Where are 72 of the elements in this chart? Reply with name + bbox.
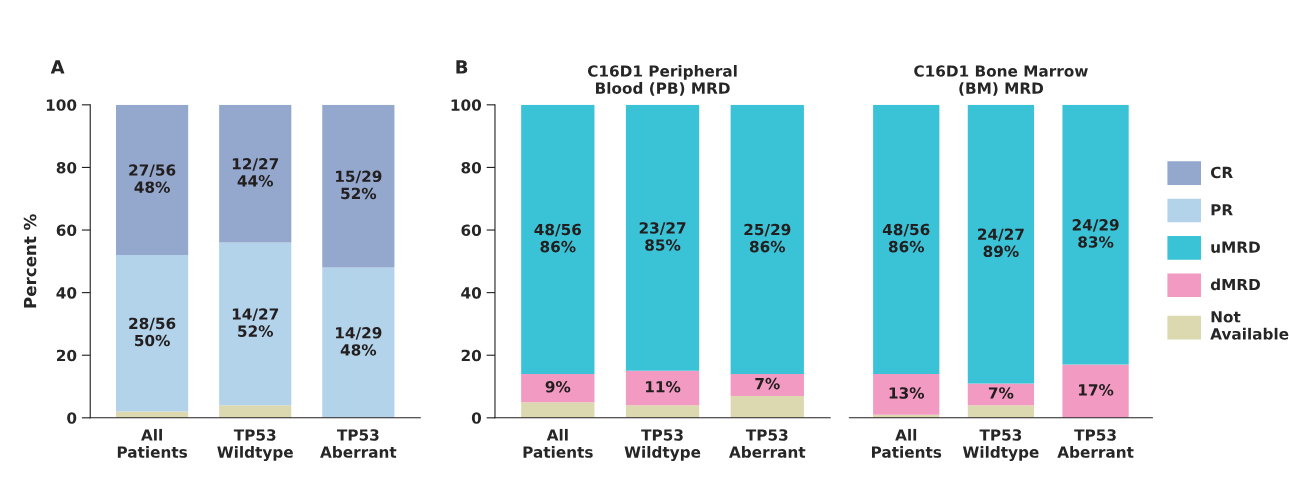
- text: B: [456, 60, 468, 74]
- x-tick-label: TP53 Aberrant: [729, 429, 806, 458]
- bar: [730, 374, 804, 396]
- y-tick-label: 20: [461, 349, 482, 362]
- chart-title: C16D1 Bone Marrow (BM) MRD: [914, 65, 1088, 96]
- data-label: 24/29 83%: [1072, 219, 1119, 248]
- data-label: 17%: [1079, 384, 1114, 396]
- bar: [873, 374, 940, 415]
- chart-title: A: [50, 60, 65, 74]
- legend-label: PR: [1211, 204, 1233, 216]
- data-label: 14/29 48%: [336, 327, 382, 356]
- bar: [967, 405, 1035, 418]
- y-tick-label: 60: [56, 224, 77, 237]
- data-label: 7%: [988, 387, 1014, 399]
- bar: [219, 242, 292, 406]
- bar: [730, 104, 804, 374]
- legend-label: Not Available: [1210, 311, 1289, 340]
- y-tick-label: 100: [46, 99, 77, 111]
- data-label: 11%: [645, 380, 681, 393]
- data-label: 27/56 48%: [129, 164, 176, 193]
- bar: [322, 267, 395, 418]
- bar: [116, 255, 189, 412]
- y-tick-label: 80: [56, 161, 77, 174]
- bar: [967, 383, 1035, 406]
- x-tick-label: TP53 Aberrant: [320, 429, 397, 458]
- y-axis-title: Percent %: [23, 214, 37, 308]
- bar: [521, 402, 595, 418]
- bar: [521, 104, 595, 374]
- bar: [1062, 364, 1129, 418]
- bar: [1062, 104, 1129, 365]
- y-tick-label: 0: [471, 412, 482, 424]
- y-tick-label: 60: [461, 224, 482, 237]
- bar: [521, 374, 595, 403]
- data-label: 23/27 85%: [639, 222, 686, 251]
- y-tick-label: 20: [56, 349, 77, 362]
- y-tick-label: 0: [67, 412, 77, 424]
- bar: [967, 104, 1035, 384]
- bar: [625, 104, 700, 371]
- legend-label: CR: [1210, 166, 1233, 179]
- bar: [730, 395, 804, 418]
- bar: [625, 405, 700, 418]
- x-tick-label: All Patients: [117, 428, 188, 458]
- x-tick-label: TP53 Wildtype: [217, 429, 293, 461]
- data-label: 48/56 86%: [882, 223, 930, 253]
- data-label: 24/27 89%: [978, 228, 1024, 258]
- bar: [625, 370, 700, 406]
- chart-title: C16D1 Peripheral Blood (PB) MRD: [587, 65, 737, 96]
- bar: [219, 405, 292, 418]
- legend-label: uMRD: [1211, 241, 1260, 253]
- y-tick-label: 40: [461, 287, 482, 299]
- bar: [873, 104, 940, 374]
- data-label: 12/27 44%: [232, 158, 279, 187]
- data-label: 14/27 52%: [232, 308, 279, 337]
- bar: [116, 104, 189, 256]
- data-label: 48/56 86%: [534, 223, 582, 253]
- data-label: 7%: [755, 377, 780, 390]
- x-tick-label: TP53 Wildtype: [624, 429, 701, 461]
- x-tick-label: All Patients: [523, 428, 593, 458]
- bar: [322, 104, 395, 268]
- x-tick-label: All Patients: [872, 428, 942, 458]
- bar: [219, 104, 292, 243]
- legend-label: dMRD: [1210, 278, 1260, 291]
- y-tick-label: 40: [56, 287, 77, 299]
- y-tick-label: 100: [451, 99, 482, 111]
- data-label: 15/29 52%: [336, 170, 382, 200]
- data-label: 28/56 50%: [129, 317, 176, 347]
- data-label: 13%: [889, 387, 925, 399]
- x-tick-label: TP53 Wildtype: [962, 429, 1039, 461]
- x-tick-label: TP53 Aberrant: [1057, 429, 1134, 458]
- data-label: 9%: [545, 380, 571, 393]
- data-label: 25/29 86%: [744, 223, 791, 253]
- y-tick-label: 80: [461, 161, 482, 174]
